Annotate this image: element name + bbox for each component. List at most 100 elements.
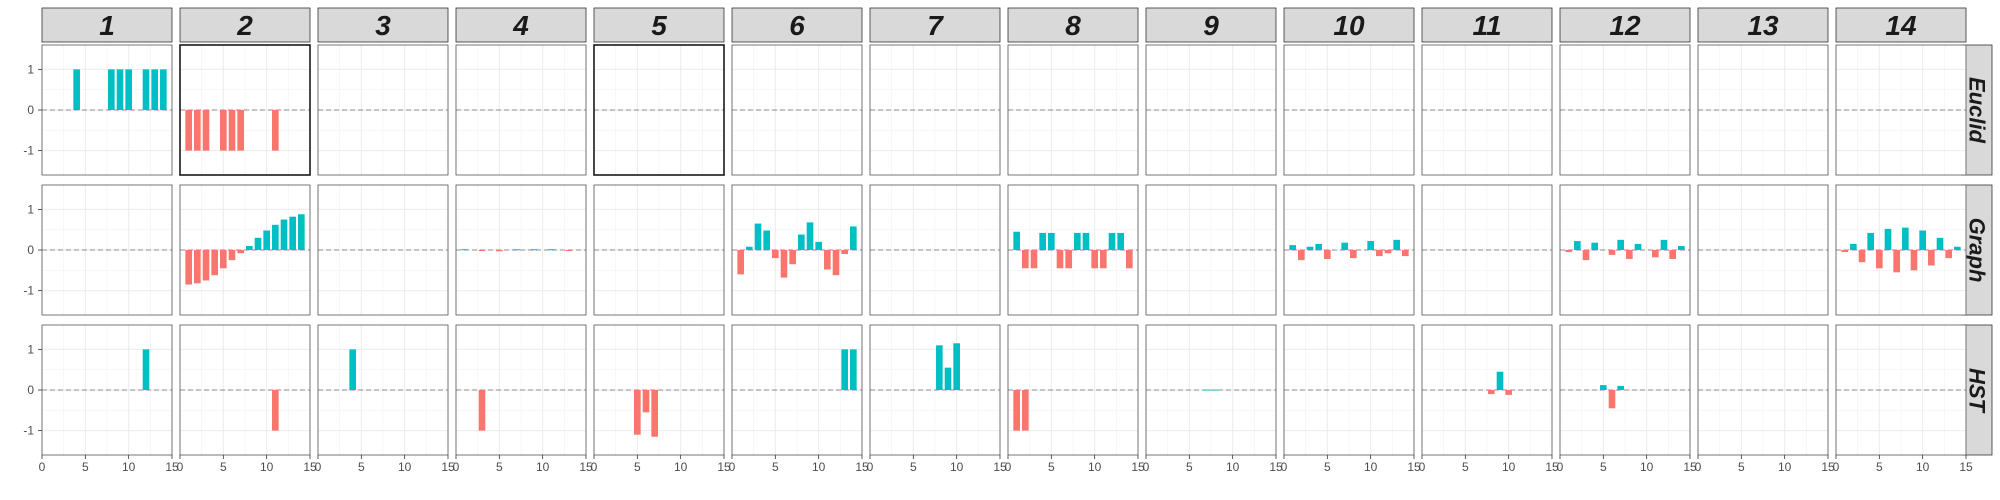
column-strip	[869, 7, 1001, 43]
column-strip	[1421, 7, 1553, 43]
panel-border	[317, 324, 449, 456]
bar	[815, 241, 822, 250]
x-tick-label: 10	[1640, 460, 1654, 474]
column-strip	[179, 7, 311, 43]
bar	[237, 110, 244, 151]
x-tick-label: 15	[1959, 460, 1973, 474]
bar	[1091, 250, 1098, 269]
x-tick-label: 10	[1778, 460, 1792, 474]
bar	[151, 69, 158, 110]
y-tick-label: -1	[23, 144, 34, 158]
bar	[1850, 243, 1857, 250]
bar	[1082, 232, 1090, 250]
panel-border	[1559, 324, 1691, 456]
bar	[530, 249, 538, 251]
bar	[1393, 239, 1400, 250]
bar	[850, 226, 857, 250]
bar	[1678, 245, 1685, 250]
bar	[1617, 239, 1624, 250]
x-tick-label: 10	[536, 460, 550, 474]
panel-border	[1007, 44, 1139, 176]
x-tick-label: 0	[39, 460, 46, 474]
bar	[1065, 250, 1072, 269]
bar	[1626, 250, 1633, 259]
bar	[461, 249, 468, 251]
bar	[272, 224, 279, 250]
bar	[194, 110, 201, 151]
x-tick-label: 0	[1833, 460, 1840, 474]
row-strip-label: HST	[1965, 368, 1990, 414]
bar	[237, 250, 244, 254]
column-strip-label: 11	[1472, 10, 1501, 41]
x-tick-label: 0	[1695, 460, 1702, 474]
bar	[349, 349, 356, 390]
x-tick-label: 5	[1186, 460, 1193, 474]
bar	[1884, 228, 1892, 250]
column-strip-label: 8	[1065, 10, 1081, 41]
bar	[194, 250, 201, 284]
panel-border	[179, 324, 311, 456]
panel-border	[1421, 44, 1553, 176]
x-tick-label: 5	[1462, 460, 1469, 474]
panel-border	[731, 44, 863, 176]
y-tick-label: -1	[23, 284, 34, 298]
bar	[548, 249, 555, 251]
bar	[798, 234, 805, 250]
bar	[1022, 250, 1029, 269]
bar	[780, 250, 788, 278]
bar	[1669, 250, 1676, 259]
bar	[1936, 237, 1944, 250]
panel-border	[1697, 324, 1829, 456]
bar	[1117, 232, 1124, 250]
bar	[272, 110, 279, 151]
column-strip-label: 4	[512, 10, 529, 41]
bar	[832, 250, 840, 276]
x-tick-label: 15	[1407, 460, 1421, 474]
panel-border	[1283, 44, 1415, 176]
bar	[841, 250, 848, 255]
column-strip-label: 2	[236, 10, 253, 41]
bar	[746, 246, 753, 250]
bar	[1608, 390, 1616, 409]
bar	[1858, 250, 1866, 263]
x-tick-label: 0	[453, 460, 460, 474]
bar	[496, 250, 503, 252]
column-strip	[317, 7, 449, 43]
y-tick-label: 1	[27, 342, 34, 356]
bar	[1867, 232, 1874, 250]
column-strip	[593, 7, 725, 43]
bar	[1315, 243, 1322, 250]
x-tick-label: 5	[1048, 460, 1055, 474]
row-strip	[1961, 44, 1993, 176]
bar	[1048, 232, 1055, 250]
column-strip	[1835, 7, 1967, 43]
bar	[1496, 371, 1504, 390]
x-tick-label: 15	[1131, 460, 1145, 474]
column-strip	[455, 7, 587, 43]
panel-border	[1421, 324, 1553, 456]
bar	[1376, 250, 1383, 257]
x-tick-label: 15	[303, 460, 317, 474]
bar	[789, 250, 796, 265]
x-tick-label: 15	[855, 460, 869, 474]
panel-border	[1283, 324, 1415, 456]
panel-border	[593, 324, 725, 456]
bar	[1565, 250, 1572, 253]
bar	[73, 69, 80, 110]
column-strip-label: 9	[1203, 10, 1219, 41]
y-tick-label: 0	[27, 383, 34, 397]
x-tick-label: 15	[993, 460, 1007, 474]
bar	[1022, 390, 1029, 431]
panel-border	[1145, 44, 1277, 176]
bar	[1617, 385, 1624, 390]
x-tick-label: 5	[358, 460, 365, 474]
bar	[185, 250, 192, 285]
bar	[1945, 250, 1952, 259]
panel-border	[1835, 184, 1967, 316]
panel-border	[593, 184, 725, 316]
bar	[108, 69, 115, 110]
column-strip-label: 12	[1609, 10, 1641, 41]
x-tick-label: 5	[220, 460, 227, 474]
